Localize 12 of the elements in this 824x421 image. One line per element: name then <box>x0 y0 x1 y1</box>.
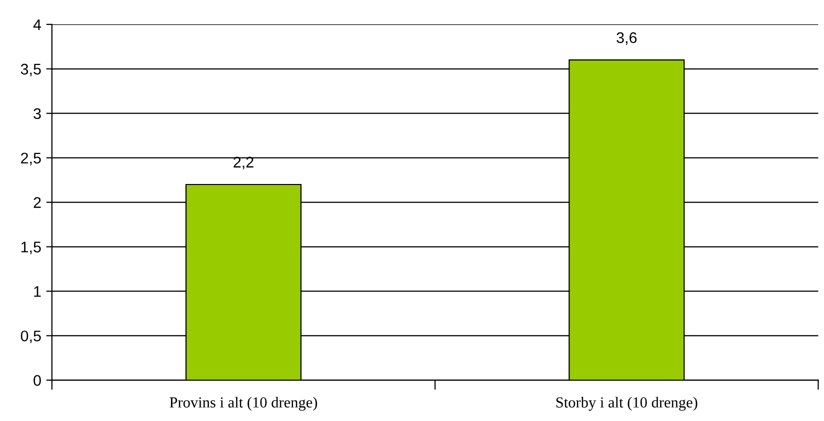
y-tick-label: 4 <box>33 19 42 30</box>
y-tick-label: 1 <box>34 286 41 297</box>
y-tick-label: 0,5 <box>20 330 41 344</box>
x-tick-label: Provins i alt (10 drenge) <box>170 396 318 411</box>
y-tick-label: 3,5 <box>20 64 41 76</box>
y-tick-label: 3 <box>34 108 41 120</box>
data-label: 3,6 <box>616 32 637 45</box>
y-tick-label: 1,5 <box>21 242 41 254</box>
y-tick-label: 0 <box>34 375 41 386</box>
x-tick-label: Storby i alt (10 drenge) <box>556 396 698 411</box>
y-tick-label: 2,5 <box>21 152 41 166</box>
y-tick-label: 2 <box>34 197 41 208</box>
